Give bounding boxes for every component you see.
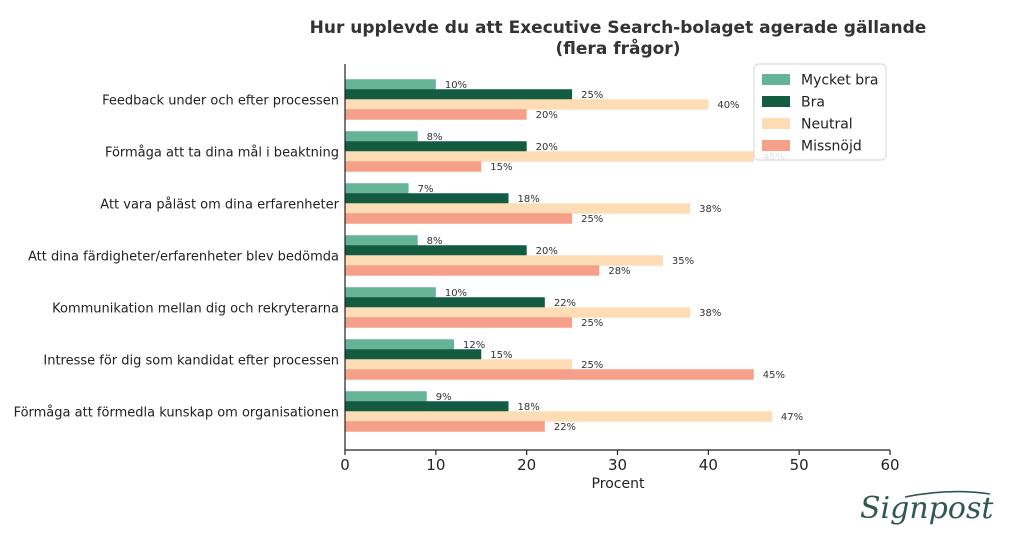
bar-missn-jd xyxy=(345,213,573,224)
data-label: 10% xyxy=(445,80,467,91)
data-label: 18% xyxy=(518,194,540,205)
legend-box xyxy=(753,63,887,161)
bar-missn-jd xyxy=(345,317,573,328)
data-label: 9% xyxy=(436,392,452,403)
x-tick-label: 50 xyxy=(790,456,809,474)
bar-neutral xyxy=(345,99,709,110)
x-tick-label: 20 xyxy=(517,456,536,474)
bar-missn-jd xyxy=(345,421,545,432)
x-tick-label: 10 xyxy=(426,456,445,474)
data-label: 15% xyxy=(490,162,512,173)
legend-swatch xyxy=(762,140,790,151)
bar-bra xyxy=(345,401,509,412)
bar-mycket-bra xyxy=(345,235,418,246)
bar-mycket-bra xyxy=(345,287,436,298)
bar-missn-jd xyxy=(345,265,600,276)
legend-swatch xyxy=(762,118,790,129)
legend-label: Neutral xyxy=(801,117,853,133)
data-label: 38% xyxy=(699,204,721,215)
data-label: 15% xyxy=(490,350,512,361)
category-label: Förmåga att förmedla kunskap om organisa… xyxy=(14,406,339,421)
x-axis-label: Procent xyxy=(592,476,645,492)
chart-title-line-2: (flera frågor) xyxy=(556,37,681,59)
bar-bra xyxy=(345,141,527,152)
category-label: Förmåga att ta dina mål i beaktning xyxy=(105,146,339,161)
bar-neutral xyxy=(345,203,691,214)
data-label: 40% xyxy=(717,100,739,111)
data-label: 22% xyxy=(554,298,576,309)
data-label: 25% xyxy=(581,90,603,101)
data-label: 8% xyxy=(427,236,443,247)
logo-text: Signpost xyxy=(860,491,994,526)
data-label: 25% xyxy=(581,318,603,329)
x-tick-label: 40 xyxy=(699,456,718,474)
data-label: 10% xyxy=(445,288,467,299)
bar-neutral xyxy=(345,151,754,162)
data-label: 20% xyxy=(536,246,558,257)
bar-mycket-bra xyxy=(345,131,418,142)
legend: Mycket bra Bra Neutral Missnöjd xyxy=(753,63,887,161)
legend-swatch xyxy=(762,74,790,85)
bar-bra xyxy=(345,349,482,360)
data-label: 25% xyxy=(581,360,603,371)
bar-mycket-bra xyxy=(345,183,409,194)
data-label: 47% xyxy=(781,412,803,423)
x-tick-label: 60 xyxy=(880,456,899,474)
data-label: 12% xyxy=(463,340,485,351)
chart-title: Hur upplevde du att Executive Search-bol… xyxy=(310,18,927,59)
bar-bra xyxy=(345,245,527,256)
category-label: Feedback under och efter processen xyxy=(102,94,339,109)
data-label: 38% xyxy=(699,308,721,319)
data-label: 20% xyxy=(536,142,558,153)
chart-title-line-1: Hur upplevde du att Executive Search-bol… xyxy=(310,18,927,38)
logo-swash xyxy=(904,490,991,498)
bars-group xyxy=(345,79,772,432)
category-label: Intresse för dig som kandidat efter proc… xyxy=(43,354,339,369)
data-label: 35% xyxy=(672,256,694,267)
data-label: 45% xyxy=(763,370,785,381)
data-label: 20% xyxy=(536,110,558,121)
legend-swatch xyxy=(762,96,790,107)
bar-bra xyxy=(345,89,573,100)
x-ticks-group: 0 10 20 30 40 50 60 xyxy=(340,450,900,474)
legend-label: Missnöjd xyxy=(801,139,862,155)
data-label: 22% xyxy=(554,422,576,433)
data-label: 25% xyxy=(581,214,603,225)
bar-missn-jd xyxy=(345,369,754,380)
category-labels-group: Feedback under och efter processen Förmåg… xyxy=(14,94,340,421)
data-label: 28% xyxy=(608,266,630,277)
bar-mycket-bra xyxy=(345,391,427,402)
data-label: 18% xyxy=(518,402,540,413)
bar-bra xyxy=(345,193,509,204)
category-label: Att dina färdigheter/erfarenheter blev b… xyxy=(28,250,339,265)
bar-neutral xyxy=(345,307,691,318)
category-label: Att vara påläst om dina erfarenheter xyxy=(100,198,339,213)
bar-bra xyxy=(345,297,545,308)
x-tick-label: 0 xyxy=(340,456,350,474)
legend-label: Bra xyxy=(801,95,825,111)
data-label: 7% xyxy=(418,184,434,195)
bar-neutral xyxy=(345,411,772,422)
signpost-logo: Signpost xyxy=(860,490,994,526)
bar-mycket-bra xyxy=(345,79,436,90)
bar-missn-jd xyxy=(345,109,527,120)
bar-neutral xyxy=(345,359,573,370)
bar-missn-jd xyxy=(345,161,482,172)
x-tick-label: 30 xyxy=(608,456,627,474)
bar-neutral xyxy=(345,255,663,266)
bar-mycket-bra xyxy=(345,339,454,350)
legend-label: Mycket bra xyxy=(801,73,878,89)
data-label: 8% xyxy=(427,132,443,143)
category-label: Kommunikation mellan dig och rekryterarn… xyxy=(52,302,339,317)
